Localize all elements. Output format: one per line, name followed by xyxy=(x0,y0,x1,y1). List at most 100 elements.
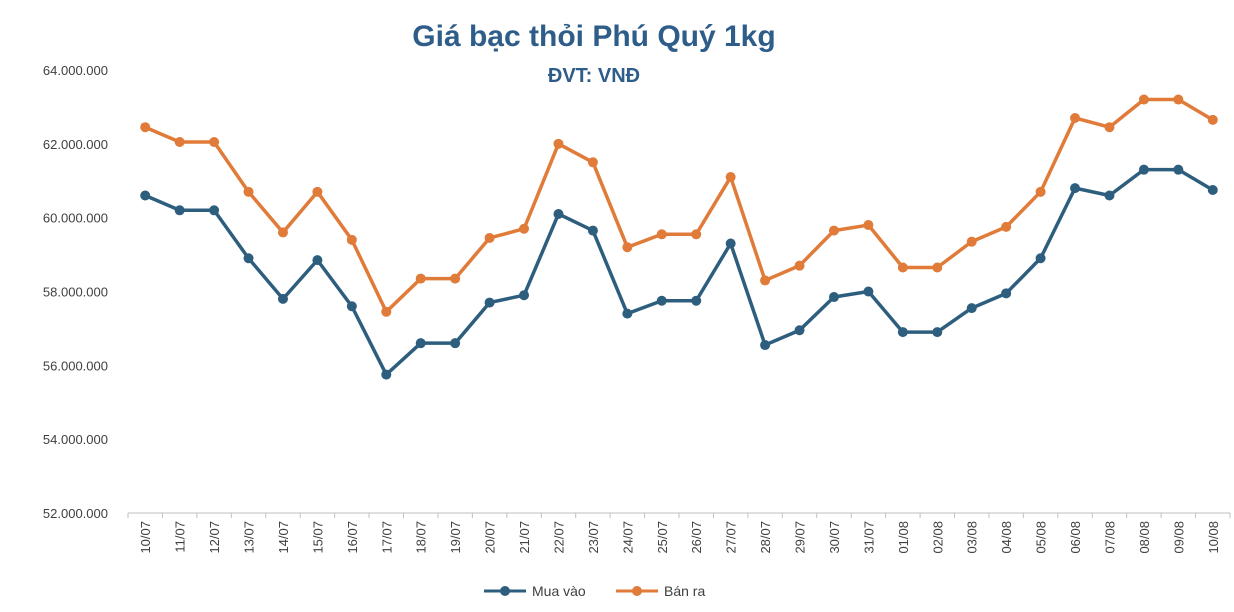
data-point xyxy=(725,172,736,183)
series-layer xyxy=(140,94,1218,380)
y-tick-label: 56.000.000 xyxy=(43,358,108,373)
data-point xyxy=(725,238,736,249)
x-tick-label: 11/07 xyxy=(173,521,188,553)
x-tick-label: 04/08 xyxy=(999,521,1014,554)
data-point xyxy=(277,293,288,304)
x-tick-label: 05/08 xyxy=(1034,521,1049,554)
legend-item-sell: Bán ra xyxy=(616,583,705,599)
data-point xyxy=(828,225,839,236)
x-tick-label: 03/08 xyxy=(965,521,980,554)
data-point xyxy=(415,273,426,284)
data-point xyxy=(1138,164,1149,175)
x-tick-label: 21/07 xyxy=(517,521,532,554)
data-point xyxy=(656,295,667,306)
x-axis: 10/07 11/07 12/07 13/07 14/07 15/07 16/07 17/07… xyxy=(127,513,1231,554)
x-tick-label: 02/08 xyxy=(930,521,945,554)
data-point xyxy=(863,286,874,297)
data-point xyxy=(863,220,874,231)
data-point xyxy=(1104,190,1115,201)
data-point xyxy=(1070,112,1081,123)
y-tick-label: 58.000.000 xyxy=(43,285,108,300)
data-point xyxy=(209,205,220,216)
data-point xyxy=(691,295,702,306)
data-point xyxy=(794,260,805,271)
x-tick-label: 10/07 xyxy=(138,521,153,554)
legend: Mua vào Bán ra xyxy=(484,583,705,599)
data-point xyxy=(243,186,254,197)
x-tick-label: 31/07 xyxy=(861,521,876,554)
data-point xyxy=(1001,288,1012,299)
data-point xyxy=(484,232,495,243)
data-point xyxy=(277,227,288,238)
x-tick-label: 14/07 xyxy=(276,521,291,554)
x-tick-label: 15/07 xyxy=(310,521,325,554)
data-point xyxy=(1035,186,1046,197)
y-axis: 52.000.000 54.000.000 56.000.000 58.000.000… xyxy=(43,63,108,521)
data-point xyxy=(966,236,977,247)
x-tick-label: 09/08 xyxy=(1171,521,1186,554)
x-tick-label: 28/07 xyxy=(758,521,773,554)
series-buy xyxy=(140,164,1218,380)
x-tick-label: 17/07 xyxy=(379,521,394,554)
data-point xyxy=(760,340,771,351)
data-point xyxy=(932,262,943,273)
series-line xyxy=(143,97,1215,314)
x-tick-label: 06/08 xyxy=(1068,521,1083,554)
legend-label-sell: Bán ra xyxy=(664,583,705,599)
data-point xyxy=(140,122,151,133)
y-tick-label: 62.000.000 xyxy=(43,137,108,152)
data-point xyxy=(484,297,495,308)
legend-item-buy: Mua vào xyxy=(484,583,586,599)
x-tick-label: 29/07 xyxy=(793,521,808,554)
data-point xyxy=(1104,122,1115,133)
x-tick-label: 08/08 xyxy=(1137,521,1152,554)
x-tick-label: 07/08 xyxy=(1102,521,1117,554)
data-point xyxy=(1070,183,1081,194)
data-point xyxy=(381,369,392,380)
data-point xyxy=(794,325,805,336)
legend-marker-sell xyxy=(632,586,642,596)
data-point xyxy=(1173,164,1184,175)
data-point xyxy=(828,292,839,303)
x-tick-label: 27/07 xyxy=(724,521,739,554)
chart-title: Giá bạc thỏi Phú Quý 1kg xyxy=(412,20,775,53)
data-point xyxy=(346,301,357,312)
data-point xyxy=(312,186,323,197)
data-point xyxy=(966,303,977,314)
x-tick-label: 30/07 xyxy=(827,521,842,554)
data-point xyxy=(553,208,564,219)
data-point xyxy=(622,242,633,253)
data-point xyxy=(691,229,702,240)
data-point xyxy=(1138,94,1149,105)
x-tick-label: 13/07 xyxy=(242,521,257,554)
data-point xyxy=(897,327,908,338)
series-sell xyxy=(140,94,1218,317)
data-point xyxy=(587,225,598,236)
y-tick-label: 52.000.000 xyxy=(43,506,108,521)
data-point xyxy=(622,308,633,319)
data-point xyxy=(243,253,254,264)
x-tick-label: 22/07 xyxy=(551,521,566,554)
data-point xyxy=(209,136,220,147)
data-point xyxy=(174,205,185,216)
x-tick-label: 18/07 xyxy=(414,521,429,554)
data-point xyxy=(1207,184,1218,195)
chart-subtitle: ĐVT: VNĐ xyxy=(548,65,640,87)
data-point xyxy=(1173,94,1184,105)
data-point xyxy=(519,290,530,301)
data-point xyxy=(312,255,323,266)
legend-label-buy: Mua vào xyxy=(532,583,586,599)
x-tick-label: 20/07 xyxy=(483,521,498,554)
data-point xyxy=(897,262,908,273)
y-tick-label: 64.000.000 xyxy=(43,63,108,78)
data-point xyxy=(1001,221,1012,232)
y-tick-label: 54.000.000 xyxy=(43,432,108,447)
x-tick-label: 12/07 xyxy=(207,521,222,554)
x-tick-label: 19/07 xyxy=(448,521,463,554)
x-tick-label: 23/07 xyxy=(586,521,601,554)
data-point xyxy=(519,223,530,234)
x-tick-label: 25/07 xyxy=(655,521,670,554)
y-tick-label: 60.000.000 xyxy=(43,211,108,226)
x-tick-label: 01/08 xyxy=(896,521,911,554)
data-point xyxy=(1035,253,1046,264)
